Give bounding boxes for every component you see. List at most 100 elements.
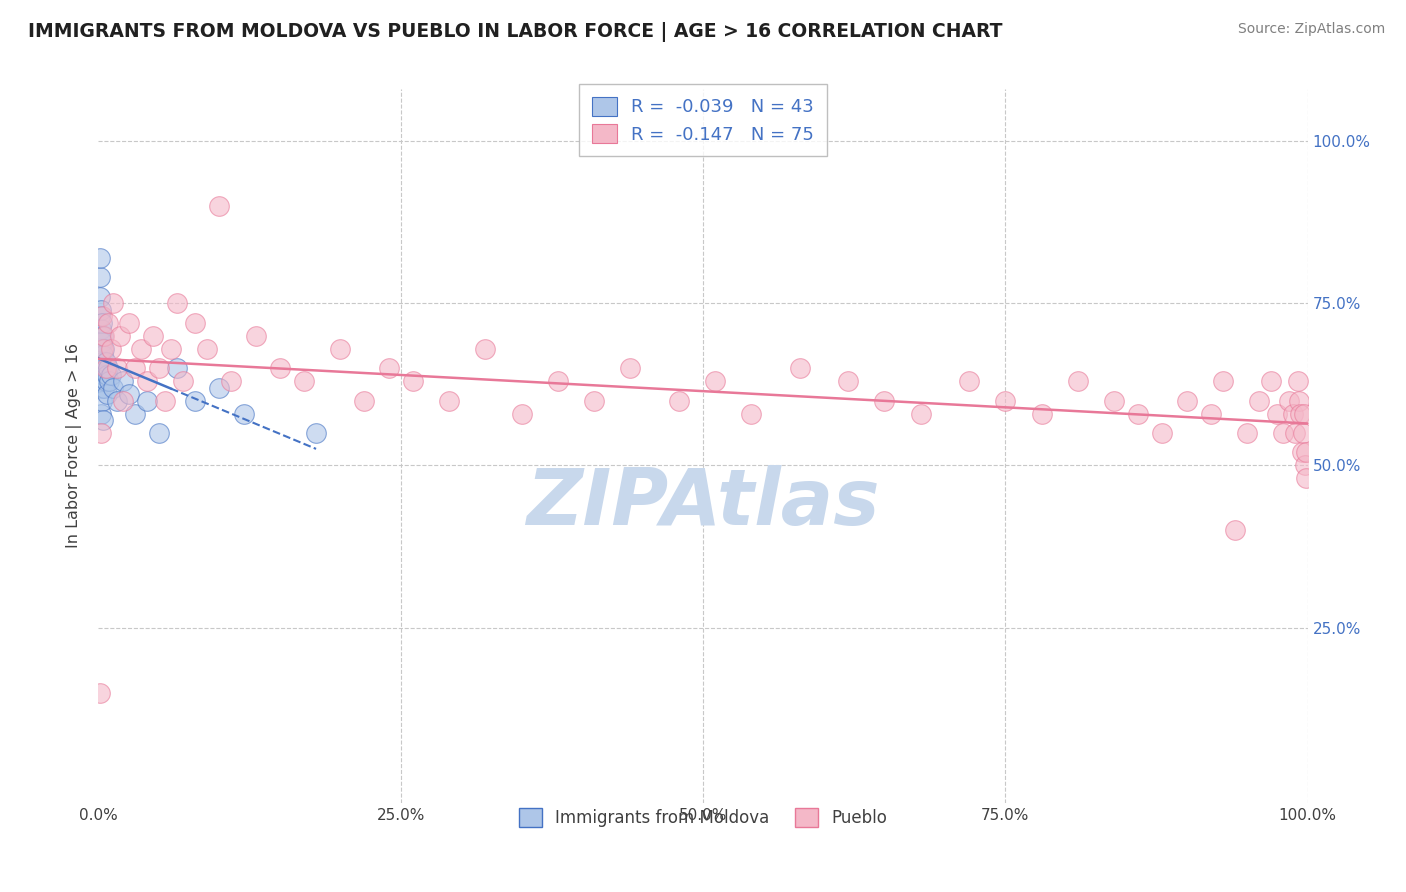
Point [208, 381, 231, 395]
Point [1292, 407, 1315, 421]
Point [91, 413, 114, 427]
Point [90, 322, 112, 336]
Point [100, 342, 122, 356]
Point [873, 393, 896, 408]
Point [1212, 374, 1234, 388]
Point [98, 374, 121, 388]
Text: ZIPAtlas: ZIPAtlas [526, 465, 880, 541]
Point [105, 393, 128, 408]
Point [118, 387, 141, 401]
Point [1175, 393, 1198, 408]
Point [148, 361, 170, 376]
Point [184, 316, 207, 330]
Point [160, 342, 183, 356]
Point [135, 374, 157, 388]
Point [91, 374, 114, 388]
Point [377, 361, 399, 376]
Point [93, 361, 115, 376]
Point [148, 425, 170, 440]
Point [1236, 425, 1258, 440]
Point [195, 342, 218, 356]
Point [111, 393, 134, 408]
Point [740, 407, 762, 421]
Point [994, 393, 1017, 408]
Point [1282, 407, 1305, 421]
Point [547, 374, 569, 388]
Point [208, 199, 231, 213]
Point [232, 407, 254, 421]
Point [89, 685, 111, 699]
Point [97, 316, 120, 330]
Point [837, 374, 859, 388]
Point [184, 393, 207, 408]
Point [1260, 374, 1282, 388]
Point [91, 368, 114, 382]
Point [118, 316, 141, 330]
Point [93, 381, 115, 395]
Point [1267, 407, 1289, 421]
Point [1295, 471, 1317, 485]
Point [101, 296, 124, 310]
Point [957, 374, 980, 388]
Point [1294, 458, 1316, 473]
Point [108, 328, 131, 343]
Point [789, 361, 811, 376]
Point [129, 342, 152, 356]
Point [1278, 393, 1301, 408]
Point [100, 368, 122, 382]
Y-axis label: In Labor Force | Age > 16: In Labor Force | Age > 16 [66, 343, 83, 549]
Point [89, 310, 111, 324]
Point [437, 393, 460, 408]
Point [90, 361, 112, 376]
Point [1223, 524, 1246, 538]
Point [90, 342, 112, 356]
Legend: Immigrants from Moldova, Pueblo: Immigrants from Moldova, Pueblo [512, 802, 894, 834]
Point [91, 393, 114, 408]
Point [1102, 393, 1125, 408]
Point [474, 342, 496, 356]
Point [94, 354, 117, 368]
Point [94, 374, 117, 388]
Point [90, 381, 112, 395]
Point [1288, 393, 1310, 408]
Point [1291, 445, 1313, 459]
Point [668, 393, 690, 408]
Point [292, 374, 315, 388]
Point [91, 348, 114, 362]
Point [1284, 425, 1306, 440]
Point [96, 387, 118, 401]
Point [1199, 407, 1222, 421]
Point [90, 407, 112, 421]
Point [583, 393, 606, 408]
Point [1272, 425, 1295, 440]
Point [91, 335, 114, 350]
Point [89, 270, 111, 285]
Point [1286, 374, 1309, 388]
Point [305, 425, 328, 440]
Point [111, 374, 134, 388]
Point [245, 328, 267, 343]
Point [105, 361, 128, 376]
Point [97, 361, 120, 376]
Point [1152, 425, 1174, 440]
Point [94, 361, 117, 376]
Point [1249, 393, 1271, 408]
Point [124, 361, 146, 376]
Point [91, 354, 114, 368]
Point [96, 368, 118, 382]
Point [510, 407, 533, 421]
Point [89, 328, 111, 343]
Point [402, 374, 425, 388]
Point [89, 290, 111, 304]
Point [166, 296, 188, 310]
Point [1295, 445, 1317, 459]
Point [704, 374, 727, 388]
Point [1292, 425, 1315, 440]
Point [135, 393, 157, 408]
Point [90, 302, 112, 317]
Point [142, 328, 165, 343]
Point [221, 374, 243, 388]
Point [93, 328, 115, 343]
Point [91, 316, 114, 330]
Point [89, 251, 111, 265]
